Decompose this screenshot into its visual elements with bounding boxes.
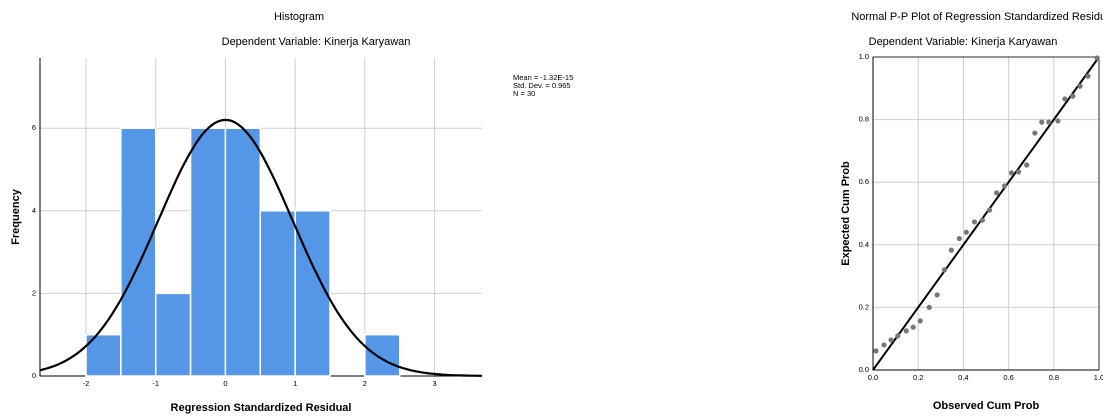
x-tick-label: 0.6 (1003, 373, 1013, 382)
chart-title: Normal P-P Plot of Regression Standardiz… (851, 11, 1103, 23)
x-axis-label: Regression Standardized Residual (171, 402, 352, 414)
point (917, 318, 923, 324)
x-tick-label: 3 (433, 379, 437, 388)
y-tick-label: 4 (32, 206, 36, 215)
normal-curve (39, 118, 482, 377)
point (1094, 55, 1100, 61)
point (1062, 96, 1068, 102)
x-tick-label: -2 (83, 379, 90, 388)
bar (189, 127, 227, 377)
bar (364, 333, 401, 377)
chart-subtitle: Dependent Variable: Kinerja Karyawan (869, 36, 1058, 48)
point (987, 207, 993, 213)
y-tick-label: 0.6 (859, 177, 869, 186)
point (903, 328, 909, 334)
point (948, 247, 955, 253)
point (895, 333, 901, 339)
point (910, 324, 916, 330)
point (979, 217, 985, 223)
bar (224, 127, 262, 377)
point (1085, 73, 1091, 79)
bar (120, 127, 157, 377)
x-axis-label: Observed Cum Prob (933, 400, 1040, 412)
point (956, 235, 962, 242)
point (1015, 169, 1022, 175)
x-tick-label: 0.0 (868, 373, 878, 382)
y-tick-label: 0.0 (859, 365, 869, 374)
point (1032, 130, 1038, 136)
point (994, 190, 1000, 196)
x-tick-label: 2 (363, 379, 367, 388)
point (1046, 119, 1052, 125)
x-tick-label: 0.2 (913, 373, 923, 382)
x-tick-label: 1 (293, 379, 297, 388)
y-tick-label: 0.8 (859, 115, 869, 124)
y-tick-label: 6 (32, 123, 36, 132)
point (926, 304, 932, 310)
stats-annotation: Mean = -1.32E-15 (513, 73, 573, 82)
bar (154, 292, 192, 377)
y-tick-label: 2 (32, 288, 36, 297)
y-tick-label: 0.4 (859, 240, 869, 249)
point (971, 219, 978, 225)
point (881, 342, 887, 348)
point (873, 348, 879, 354)
y-tick-label: 0 (32, 371, 36, 380)
reference-line (872, 56, 1100, 371)
point (1077, 83, 1083, 89)
chart-title: Histogram (274, 11, 324, 23)
stats-annotation: Std. Dev. = 0.965 (513, 81, 571, 90)
x-tick-label: 1.0 (1094, 373, 1103, 382)
y-axis-label: Expected Cum Prob (840, 161, 852, 266)
point (934, 292, 940, 298)
point (1008, 170, 1015, 176)
point (888, 337, 894, 343)
x-tick-label: 0.8 (1049, 373, 1059, 382)
x-tick-label: 0 (223, 379, 227, 388)
point (941, 267, 948, 273)
point (1055, 118, 1061, 124)
bar (259, 210, 296, 377)
chart-subtitle: Dependent Variable: Kinerja Karyawan (222, 36, 411, 48)
y-axis-label: Frequency (10, 188, 22, 245)
point (1001, 183, 1008, 189)
point (963, 229, 969, 235)
point (1070, 93, 1076, 99)
point (1039, 119, 1045, 125)
stats-annotation: N = 30 (513, 89, 535, 98)
y-tick-label: 1.0 (859, 52, 869, 61)
x-tick-label: -1 (152, 379, 159, 388)
point (1024, 162, 1030, 168)
x-tick-label: 0.4 (958, 373, 968, 382)
y-tick-label: 0.2 (859, 302, 869, 311)
